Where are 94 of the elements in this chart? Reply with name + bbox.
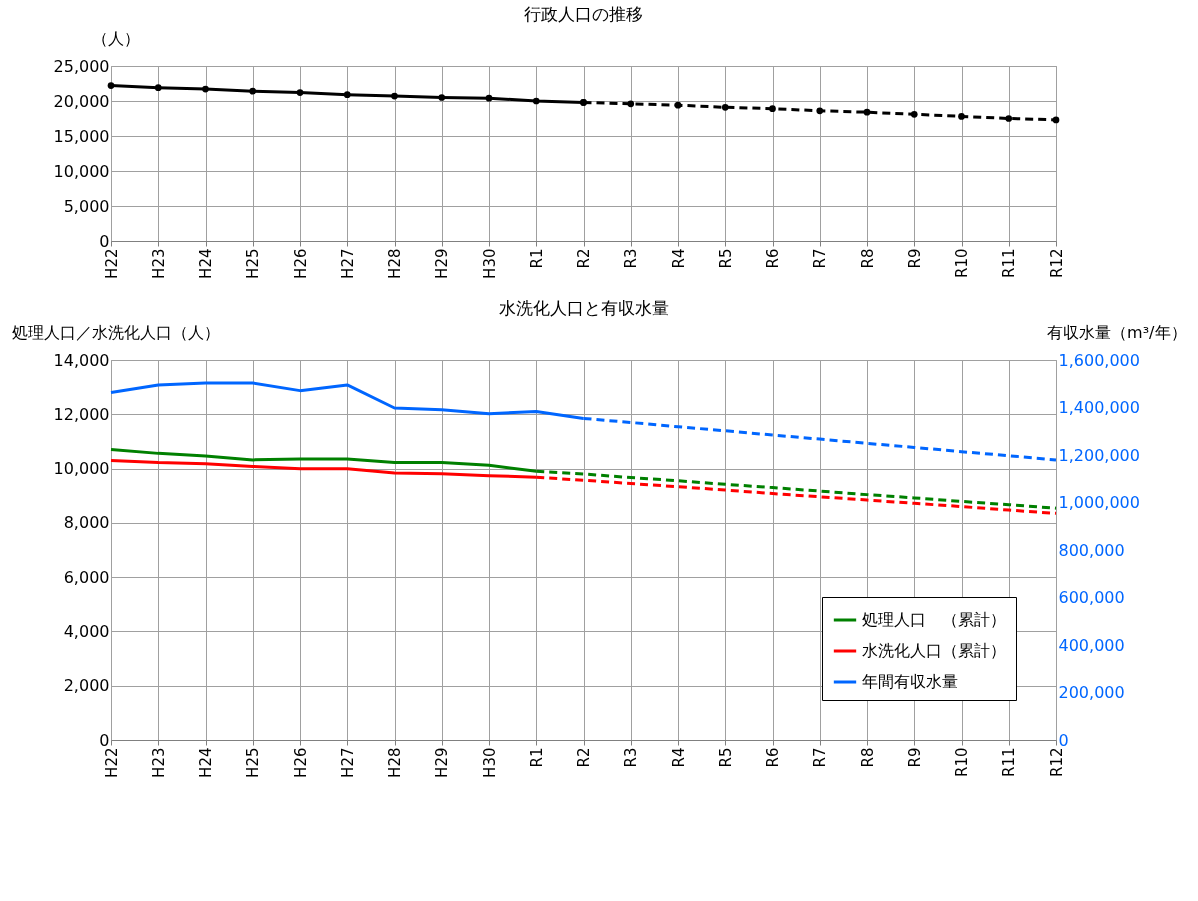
x-tick-label: H26: [291, 747, 310, 778]
point: [154, 84, 162, 92]
y2-tick-label: 400,000: [1058, 635, 1125, 655]
x-tick-label: R10: [953, 747, 971, 778]
x-tick-label: H22: [102, 248, 121, 279]
y2-tick-label: 800,000: [1058, 540, 1125, 560]
chart-title: 行政人口の推移: [524, 4, 643, 24]
y2-tick-label: 200,000: [1058, 683, 1125, 702]
legend-label: 処理人口 （累計）: [862, 610, 1006, 629]
point: [1005, 115, 1013, 122]
y2-tick-label: 1,400,000: [1058, 398, 1140, 417]
x-tick-label: R12: [1047, 248, 1066, 279]
point: [485, 94, 493, 102]
x-tick-label: H29: [433, 248, 452, 279]
x-tick-label: R7: [811, 747, 830, 768]
y2-tick-label: 600,000: [1058, 588, 1125, 607]
x-tick-label: H26: [291, 248, 310, 279]
x-tick-label: R3: [622, 747, 641, 768]
y-axis-title: （人）: [91, 28, 140, 48]
point: [107, 82, 115, 89]
x-tick-label: R5: [716, 747, 735, 768]
x-tick-label: R6: [764, 747, 782, 768]
x-tick-label: R7: [811, 248, 830, 269]
x-tick-label: R1: [527, 747, 546, 768]
y-tick-label: 14,000: [53, 350, 110, 370]
y2-tick-label: 0: [1058, 730, 1069, 750]
y-tick-label: 8,000: [63, 513, 110, 533]
x-tick-label: H25: [244, 747, 263, 778]
y-tick-label: 2,000: [63, 676, 110, 696]
point: [910, 110, 918, 118]
y2-tick-label: 1,200,000: [1058, 445, 1140, 465]
point: [580, 99, 587, 106]
point: [769, 105, 776, 113]
x-tick-label: H24: [197, 248, 215, 279]
y-tick-label: 12,000: [53, 404, 110, 424]
y-tick-label: 25,000: [53, 56, 110, 76]
y-tick-label: 0: [99, 231, 110, 251]
point: [343, 91, 351, 99]
point: [816, 107, 824, 115]
point: [438, 94, 446, 101]
x-tick-label: R9: [905, 747, 924, 768]
x-tick-label: R4: [669, 747, 688, 768]
x-tick-label: R6: [764, 248, 782, 269]
y2-tick-label: 1,600,000: [1058, 350, 1140, 370]
y-tick-label: 6,000: [63, 567, 110, 587]
x-tick-label: R2: [575, 747, 593, 768]
y-tick-label: 15,000: [53, 126, 110, 146]
x-tick-label: R5: [716, 248, 735, 269]
x-tick-label: R3: [622, 248, 641, 269]
point: [627, 100, 635, 108]
x-tick-label: H25: [244, 248, 263, 279]
y2-tick-label: 1,000,000: [1058, 493, 1140, 512]
y-tick-label: 0: [99, 730, 110, 750]
x-tick-label: R1: [527, 248, 546, 269]
chart-title: 水洗化人口と有収水量: [498, 298, 669, 318]
x-tick-label: H22: [102, 747, 121, 778]
x-tick-label: R10: [953, 248, 971, 279]
x-tick-label: R11: [1000, 248, 1019, 279]
y-tick-label: 4,000: [63, 621, 110, 641]
x-tick-label: H24: [197, 747, 215, 778]
point: [958, 113, 965, 120]
x-tick-label: H27: [338, 248, 357, 279]
point: [532, 97, 540, 105]
point: [249, 87, 257, 95]
point: [1052, 116, 1060, 124]
x-tick-label: R12: [1047, 747, 1066, 778]
point: [391, 92, 398, 100]
y-axis-title: 処理人口／水洗化人口（人）: [11, 322, 220, 342]
x-tick-label: H23: [149, 248, 168, 279]
x-tick-label: H23: [149, 747, 168, 778]
point: [721, 103, 729, 111]
x-tick-label: R2: [575, 248, 593, 269]
y-tick-label: 5,000: [63, 196, 110, 216]
x-tick-label: H27: [338, 747, 357, 778]
point: [674, 101, 682, 109]
x-tick-label: H30: [480, 248, 499, 279]
x-tick-label: R8: [858, 248, 877, 269]
point: [202, 85, 209, 93]
legend-label: 水洗化人口（累計）: [862, 641, 1006, 660]
y-tick-label: 20,000: [53, 91, 110, 111]
legend-label: 年間有収水量: [862, 672, 958, 691]
x-tick-label: H28: [386, 248, 404, 279]
y2-axis-title: 有収水量（m³/年）: [1047, 322, 1187, 342]
x-tick-label: H30: [480, 747, 499, 778]
x-tick-label: R11: [1000, 747, 1019, 778]
x-tick-label: H29: [433, 747, 452, 778]
x-tick-label: R4: [669, 248, 688, 269]
point: [863, 108, 871, 116]
x-tick-label: H28: [386, 747, 404, 778]
point: [296, 89, 304, 96]
x-tick-label: R9: [905, 248, 924, 269]
y-tick-label: 10,000: [53, 459, 110, 479]
y-tick-label: 10,000: [53, 161, 110, 181]
x-tick-label: R8: [858, 747, 877, 768]
